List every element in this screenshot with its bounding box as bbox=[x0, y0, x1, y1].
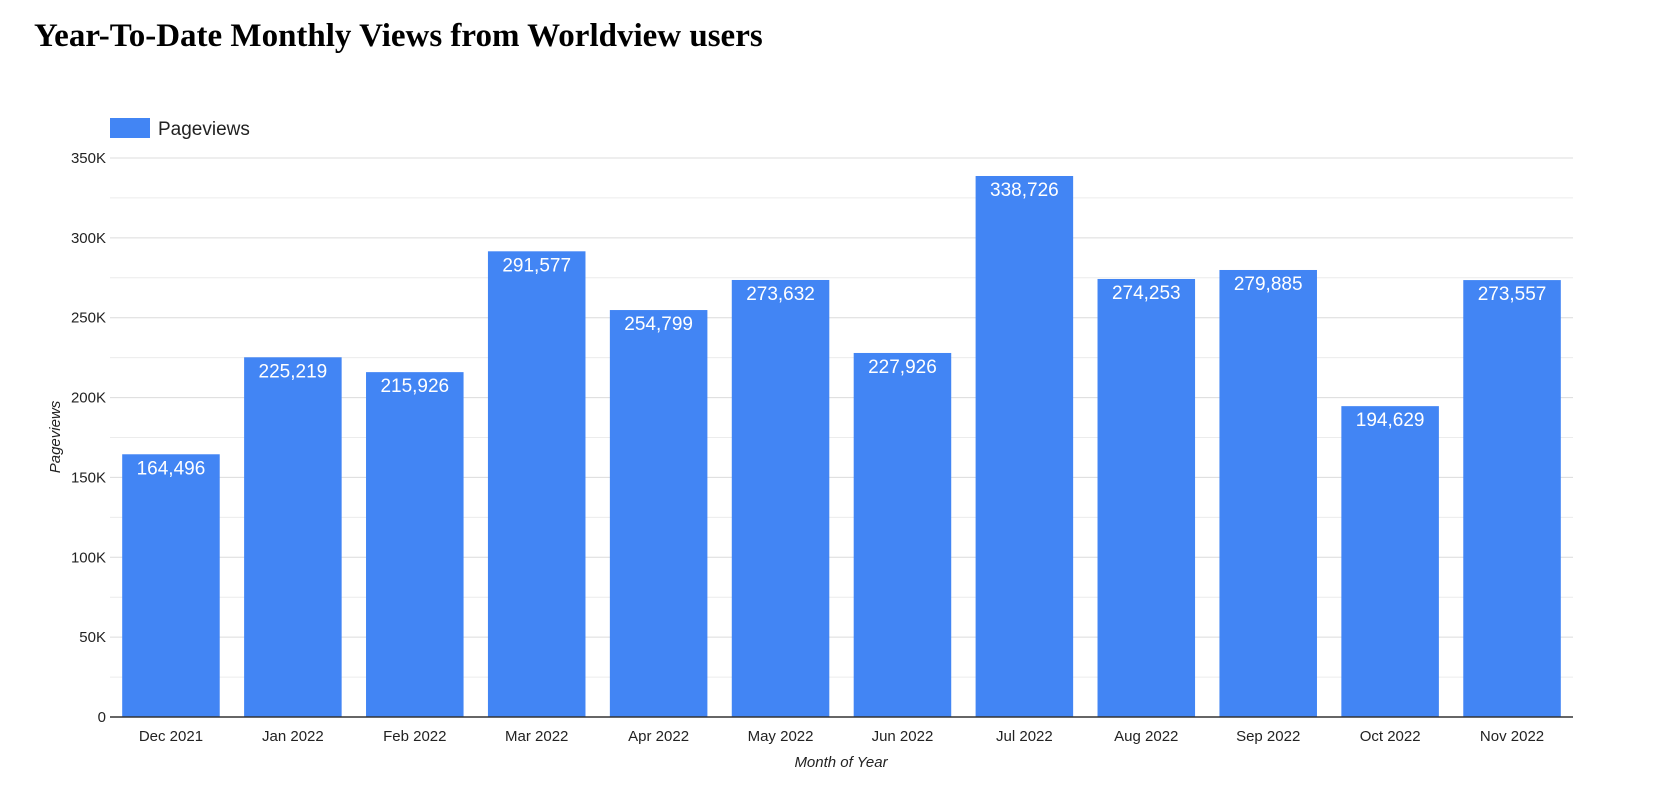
x-tick-label: Apr 2022 bbox=[628, 728, 689, 745]
y-tick-label: 350K bbox=[71, 150, 106, 167]
bar-value-label: 274,253 bbox=[1112, 283, 1181, 304]
y-tick-label: 300K bbox=[71, 230, 106, 247]
bar bbox=[853, 352, 952, 717]
data-labels: 164,496 225,219 215,926 291,577 254,799 273,6… bbox=[137, 180, 1547, 479]
x-tick-label: May 2022 bbox=[748, 728, 814, 745]
legend-label-pageviews: Pageviews bbox=[158, 119, 250, 140]
x-tick-label: Mar 2022 bbox=[505, 728, 568, 745]
bars bbox=[122, 176, 1561, 717]
bar bbox=[244, 357, 342, 717]
bar bbox=[1219, 269, 1317, 717]
axes: 0 50K 100K 150K 200K 250K 300K 350K Dec 2021 Jan … bbox=[71, 150, 1573, 745]
bar bbox=[609, 310, 708, 717]
y-tick-label: 50K bbox=[79, 629, 106, 646]
bar-value-label: 291,577 bbox=[502, 255, 571, 276]
x-tick-label: Jun 2022 bbox=[872, 728, 934, 745]
x-tick-label: Oct 2022 bbox=[1360, 728, 1421, 745]
bar bbox=[366, 372, 464, 717]
gridlines bbox=[110, 157, 1573, 678]
bar-value-label: 338,726 bbox=[990, 180, 1059, 201]
bar bbox=[1463, 280, 1561, 717]
bar bbox=[122, 454, 220, 717]
bar bbox=[1341, 406, 1439, 717]
y-tick-label: 0 bbox=[98, 709, 106, 726]
bar-value-label: 164,496 bbox=[137, 458, 206, 479]
bar bbox=[731, 279, 830, 717]
x-tick-label: Dec 2021 bbox=[139, 728, 203, 745]
x-axis-title: Month of Year bbox=[794, 754, 888, 771]
bar-value-label: 273,557 bbox=[1478, 284, 1547, 305]
y-tick-label: 200K bbox=[71, 390, 106, 407]
y-axis-title: Pageviews bbox=[47, 400, 64, 473]
bar-value-label: 215,926 bbox=[380, 376, 449, 397]
y-tick-label: 150K bbox=[71, 469, 106, 486]
x-tick-label: Jul 2022 bbox=[996, 728, 1053, 745]
x-tick-label: Sep 2022 bbox=[1236, 728, 1300, 745]
bar-value-label: 227,926 bbox=[868, 357, 937, 378]
x-tick-label: Feb 2022 bbox=[383, 728, 446, 745]
x-tick-label: Aug 2022 bbox=[1114, 728, 1178, 745]
x-tick-label: Jan 2022 bbox=[262, 728, 324, 745]
bar-value-label: 279,885 bbox=[1234, 274, 1303, 295]
bar-value-label: 225,219 bbox=[259, 361, 328, 382]
y-tick-label: 250K bbox=[71, 310, 106, 327]
bar-value-label: 273,632 bbox=[746, 284, 815, 305]
x-tick-label: Nov 2022 bbox=[1480, 728, 1544, 745]
legend: Pageviews bbox=[110, 118, 250, 140]
page-title: Year-To-Date Monthly Views from Worldvie… bbox=[34, 18, 763, 54]
bar-value-label: 194,629 bbox=[1356, 410, 1425, 431]
legend-swatch-pageviews bbox=[110, 118, 150, 138]
y-tick-label: 100K bbox=[71, 549, 106, 566]
bar bbox=[487, 251, 586, 717]
bar bbox=[975, 176, 1074, 717]
bar bbox=[1097, 278, 1196, 717]
bar-value-label: 254,799 bbox=[624, 314, 693, 335]
